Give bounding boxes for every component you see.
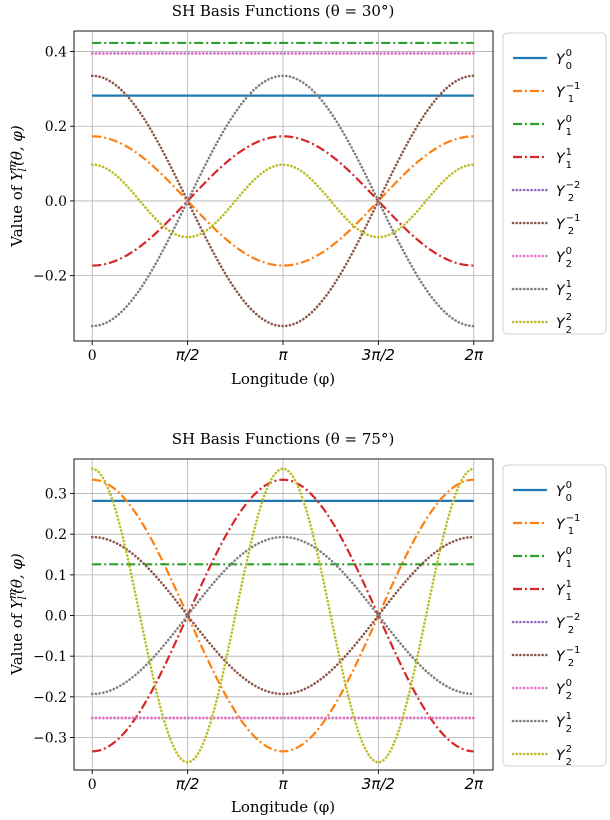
chart-2-xtick-label: π <box>278 775 288 793</box>
chart-1-series-line-8 <box>90 163 476 239</box>
chart-1-legend-label: Y0 2 <box>556 246 572 270</box>
chart-1-legend: Y0 0 Y−1 1 Y0 1 Y1 1 Y−2 2 Y−1 2 Y0 2 Y1 2 Y2 2 <box>502 32 607 336</box>
chart-2-legend-label: Y1 2 <box>556 711 572 735</box>
chart-2-xtick-label: 0 <box>88 777 97 793</box>
chart-1-series-line-7 <box>90 74 476 328</box>
chart-2-series-line-8 <box>90 467 476 764</box>
chart-1-legend-label: Y0 0 <box>556 48 572 72</box>
chart-1-xtick-label: 3π/2 <box>362 346 395 364</box>
chart-1-series-line-3 <box>92 135 474 267</box>
chart-2-legend: Y0 0 Y−1 1 Y0 1 Y1 1 Y−2 2 Y−1 2 Y0 2 Y1 2 Y2 2 <box>502 464 607 768</box>
chart-2-ylabel: Value of Yml(θ, φ) <box>6 553 29 676</box>
chart-1-legend-label: Y−2 2 <box>556 180 580 204</box>
chart-2-legend-label: Y−1 2 <box>556 645 580 669</box>
chart-2-ytick-label: 0.3 <box>45 487 67 503</box>
chart-2-xtick-label: π/2 <box>176 775 200 793</box>
chart-1-xtick-label: π/2 <box>176 346 200 364</box>
chart-1-xtick-label: 2π <box>464 346 484 364</box>
chart-1-title: SH Basis Functions (θ = 30°) <box>172 2 395 20</box>
chart-2-ytick-label: −0.2 <box>33 690 67 706</box>
chart-1-series <box>90 41 476 328</box>
chart-2-legend-label: Y0 2 <box>556 678 572 702</box>
chart-2-ytick-label: −0.1 <box>33 649 67 665</box>
chart-2-ytick-label: 0.2 <box>45 527 67 543</box>
chart-2-legend-label: Y1 1 <box>556 579 572 603</box>
chart-2-xtick-label: 2π <box>464 775 484 793</box>
chart-1-xtick-label: π <box>278 346 288 364</box>
chart-2-legend-label: Y0 0 <box>556 480 572 504</box>
chart-2-series-line-7 <box>90 535 476 696</box>
chart-1-legend-label: Y1 2 <box>556 279 572 303</box>
chart-1-grid <box>74 31 493 341</box>
chart-1-ytick-label: −0.2 <box>33 269 67 285</box>
chart-2-ytick-label: −0.3 <box>33 730 67 746</box>
chart-1-ylabel: Value of Yml(θ, φ) <box>6 125 29 248</box>
chart-2-xlabel: Longitude (φ) <box>231 798 335 816</box>
chart-1-legend-label: Y1 1 <box>556 147 572 171</box>
chart-2-ticks: 0 π/2 π 3π/2 2π −0.3 −0.2 −0.1 0.0 0.1 0.2 0.3 <box>33 487 484 793</box>
chart-1-legend-label: Y−1 2 <box>556 213 580 237</box>
chart-2-legend-label: Y−2 2 <box>556 612 580 636</box>
chart-2-series-line-1 <box>92 478 474 753</box>
chart-1-xlabel: Longitude (φ) <box>231 370 335 388</box>
chart-1: SH Basis Functions (θ = 30°) 0 π/2 π 3π/2 2π… <box>6 2 607 388</box>
chart-1-legend-label: Y2 2 <box>556 312 572 336</box>
chart-1-series-line-1 <box>92 135 474 267</box>
chart-1-ytick-label: 0.0 <box>45 194 67 210</box>
chart-1-legend-box <box>502 32 607 335</box>
chart-2-grid <box>74 459 493 770</box>
chart-2-legend-label: Y2 2 <box>556 744 572 768</box>
chart-2-frame <box>73 458 494 771</box>
chart-1-legend-label: Y−1 1 <box>556 81 580 105</box>
chart-2-ytick-label: 0.1 <box>45 568 67 584</box>
chart-1-frame <box>73 30 494 342</box>
chart-1-series-line-5 <box>90 74 476 328</box>
chart-2-series <box>90 467 476 764</box>
chart-1-ytick-label: 0.2 <box>45 119 67 135</box>
chart-2-series-line-3 <box>92 478 474 753</box>
chart-2: SH Basis Functions (θ = 75°) 0 π/2 π 3π/2 2π… <box>6 430 607 816</box>
chart-2-ytick-label: 0.0 <box>45 609 67 625</box>
chart-1-ticks: 0 π/2 π 3π/2 2π −0.2 0.0 0.2 0.4 <box>33 45 484 364</box>
chart-1-legend-label: Y0 1 <box>556 114 572 138</box>
chart-1-ytick-label: 0.4 <box>45 45 67 61</box>
chart-2-xtick-label: 3π/2 <box>362 775 395 793</box>
chart-2-legend-label: Y0 1 <box>556 546 572 570</box>
chart-2-legend-box <box>502 464 607 767</box>
chart-1-xtick-label: 0 <box>88 348 97 364</box>
chart-2-legend-label: Y−1 1 <box>556 513 580 537</box>
chart-2-title: SH Basis Functions (θ = 75°) <box>172 430 395 448</box>
chart-2-series-line-5 <box>90 535 476 696</box>
